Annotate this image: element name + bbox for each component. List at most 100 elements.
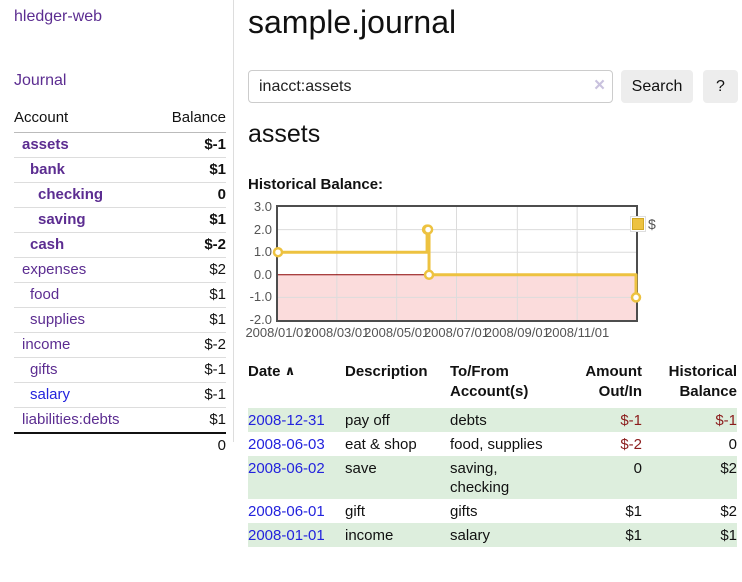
description-cell: income [345,523,450,547]
account-heading: assets [248,120,321,148]
account-row: salary $-1 [14,382,226,408]
register-header-amount: Amount Out/In [585,363,642,400]
y-tick-label: 3.0 [253,199,272,214]
register-row: 2008-12-31 pay off debts $-1 $-1 [248,408,737,432]
clear-search-icon[interactable]: × [594,75,606,96]
account-row: expenses $2 [14,257,226,283]
chart-title: Historical Balance: [248,176,384,193]
register-header-date[interactable]: Date ∧ [248,363,296,380]
legend-swatch [630,216,646,232]
account-row: gifts $-1 [14,357,226,383]
sidebar-item-journal[interactable]: Journal [14,72,67,89]
description-cell: gift [345,503,366,520]
amount-cell: $1 [625,503,642,520]
y-tick-label: 0.0 [253,266,272,282]
amount-cell: $-1 [560,408,642,432]
register-header-row: Date ∧ Description To/From Account(s) Am… [248,362,737,408]
brand-link[interactable]: hledger-web [14,8,103,25]
x-tick-label: 2008/03/01 [304,325,370,340]
accounts-cell: debts [450,408,560,432]
account-balance: $-1 [154,132,226,158]
account-row: bank $1 [14,157,226,183]
accounts-total-row: 0 [14,432,226,458]
date-link[interactable]: 2008-06-02 [248,460,325,477]
chart-legend: $ [630,216,656,232]
balance-column-header: Balance [154,106,226,133]
balance-cell: $1 [642,523,737,547]
register-header-description: Description [345,363,428,380]
accounts-cell: salary [450,523,560,547]
account-row: checking 0 [14,182,226,208]
account-link-checking[interactable]: checking [38,186,104,203]
balance-cell: $2 [642,456,737,499]
search-input[interactable] [248,70,613,103]
account-row: saving $1 [14,207,226,233]
legend-label: $ [648,216,656,232]
x-tick-label: 2008/01/01 [245,325,311,340]
register-table: Date ∧ Description To/From Account(s) Am… [248,362,737,547]
balance-cell: $-1 [642,408,737,432]
register-row: 2008-06-02 save saving, checking 0 $2 [248,456,737,499]
balance-chart: -2.0 -1.0 0.0 1.0 2.0 3.0 $ 2008/01/01 2008/03… [245,199,742,343]
account-link-saving[interactable]: saving [38,211,86,228]
register-header-accounts: To/From Account(s) [450,363,529,400]
account-link-cash[interactable]: cash [30,236,65,253]
help-button[interactable]: ? [703,70,738,103]
account-link-supplies[interactable]: supplies [30,311,86,328]
account-balance: $-1 [154,382,226,408]
y-tick-label: 1.0 [253,244,272,260]
page-title: sample.journal [248,4,457,40]
register-row: 2008-01-01 income salary $1 $1 [248,523,737,547]
accounts-cell: saving, checking [450,456,560,499]
date-link[interactable]: 2008-12-31 [248,412,325,429]
balance-cell: $2 [720,503,737,520]
amount-cell: 0 [560,456,642,499]
account-balance: $-2 [154,332,226,358]
date-link[interactable]: 2008-06-03 [248,436,325,453]
balance-cell: 0 [728,436,737,453]
account-balance: $1 [154,407,226,434]
account-link-bank[interactable]: bank [30,161,66,178]
date-link[interactable]: 2008-06-01 [248,503,325,520]
x-tick-label: 2008/11/01 [545,325,610,340]
description-cell: eat & shop [345,436,417,453]
accounts-total: 0 [154,432,226,458]
search-form: × Search ? [248,70,742,104]
register-row: 2008-06-01 gift gifts $1 $2 [248,499,737,523]
accounts-cell: gifts [450,503,478,520]
accounts-table: Account Balance assets $-1 bank $1 check… [14,106,226,458]
y-tick-label: 2.0 [253,221,272,237]
balance-chart-svg [272,207,642,320]
register-header-balance: Historical Balance [668,363,737,400]
chart-plot-area: $ [272,205,656,322]
date-link[interactable]: 2008-01-01 [248,527,325,544]
x-tick-label: 2008/05/01 [364,325,430,340]
account-link-expenses[interactable]: expenses [22,261,87,278]
account-balance: 0 [154,182,226,208]
register-row: 2008-06-03 eat & shop food, supplies $-2… [248,432,737,456]
account-link-gifts[interactable]: gifts [30,361,58,378]
account-balance: $-2 [154,232,226,258]
account-link-liabilities-debts[interactable]: liabilities:debts [22,411,120,428]
account-column-header: Account [14,106,155,133]
account-balance: $1 [154,157,226,183]
account-link-salary[interactable]: salary [30,386,71,403]
account-row: income $-2 [14,332,226,358]
account-balance: $1 [154,282,226,308]
account-row: liabilities:debts $1 [14,407,226,434]
account-balance: $2 [154,257,226,283]
account-balance: $-1 [154,357,226,383]
description-cell: pay off [345,408,450,432]
y-tick-label: -1.0 [249,289,272,305]
amount-cell: $-2 [620,436,642,453]
description-cell: save [345,456,450,499]
x-tick-label: 2008/07/01 [423,325,490,340]
account-link-food[interactable]: food [30,286,60,303]
account-link-assets[interactable]: assets [22,136,69,153]
accounts-table-header: Account Balance [14,106,226,133]
search-button[interactable]: Search [621,70,693,103]
account-link-income[interactable]: income [22,336,71,353]
x-tick-label: 2008/09/01 [484,325,550,340]
y-tick-label: -2.0 [249,312,272,327]
sidebar: hledger-web Journal Account Balance asse… [0,0,234,458]
